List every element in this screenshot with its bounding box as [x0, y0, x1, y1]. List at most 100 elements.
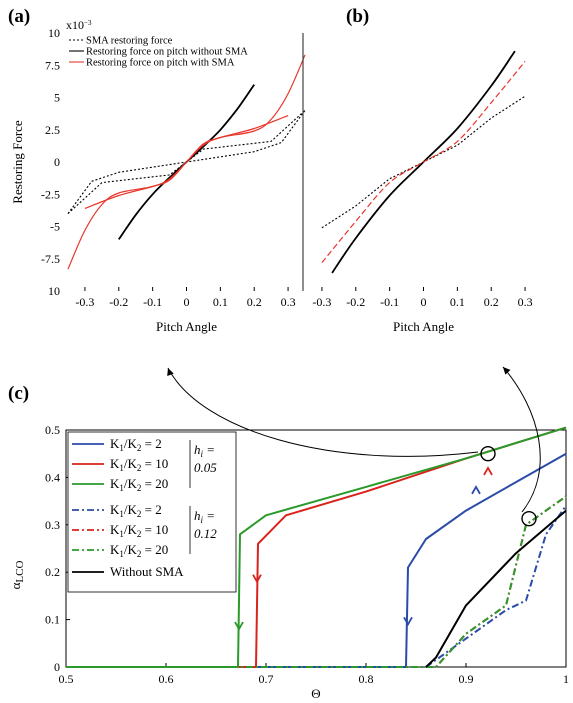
y-tick-label: 0.3: [45, 518, 60, 532]
x-tick-label: -0.1: [380, 295, 399, 309]
highlight-circle: [480, 446, 496, 462]
legend-value: = 10: [141, 522, 168, 537]
x-tick-label: 0.6: [159, 672, 174, 686]
y-tick-label: -5: [50, 220, 60, 234]
x-tick-label: 0.9: [459, 672, 474, 686]
x-axis-label: Pitch Angle: [393, 319, 454, 334]
direction-arrowhead: [471, 485, 481, 495]
legend-box: [67, 431, 237, 593]
y-axis-label: Restoring Force: [10, 120, 25, 204]
legend-h-eq: =: [203, 442, 215, 457]
x-tick-label: 0.3: [518, 295, 533, 309]
panel-label-a: (a): [8, 6, 30, 27]
x-tick-label: -0.3: [75, 295, 94, 309]
x-tick-label: 0.1: [450, 295, 465, 309]
panel-c: (c) 0.5 0.6 0.7 0.8 0.9 1 0 0.1 0.2 0.3 0.4 0.5 ΘαLCO…: [8, 383, 569, 701]
connector-arrowhead: [503, 367, 511, 375]
y-tick-label: 10: [48, 284, 60, 298]
y-multiplier-exp: −3: [84, 19, 92, 27]
x-tick-label: 0.8: [359, 672, 374, 686]
legend-value: = 2: [141, 436, 161, 451]
panel-a: -0.3 -0.2 -0.1 0 0.1 0.2 0.3 10 7.5 5 2.5 0 -2.5 -5 -7…: [8, 6, 306, 334]
legend-sep: /K: [124, 436, 138, 451]
legend-value: = 2: [141, 502, 161, 517]
legend-h-label: hi =: [194, 508, 215, 525]
y-tick-label: 7.5: [45, 58, 60, 72]
y-tick-label: 0.1: [45, 613, 60, 627]
x-tick-label: 0.5: [59, 672, 74, 686]
legend-sub: 2: [137, 529, 142, 539]
x-tick-label: 0.3: [281, 295, 296, 309]
legend-sub: 1: [119, 529, 124, 539]
legend-h-value: 0.12: [194, 526, 217, 541]
direction-arrowhead: [234, 621, 244, 631]
x-tick-label: 0.1: [213, 295, 228, 309]
x-tick-label: 0: [421, 295, 427, 309]
legend-sub: 2: [137, 509, 142, 519]
panel-label-c: (c): [8, 383, 29, 404]
legend-sub: 2: [137, 443, 142, 453]
x-tick-label: 0: [184, 295, 190, 309]
legend-sep: /K: [124, 502, 138, 517]
x-tick-label: 0.7: [259, 672, 274, 686]
x-tick-label: -0.1: [143, 295, 162, 309]
series-line: [84, 115, 289, 210]
y-tick-label: 2.5: [45, 123, 60, 137]
legend-label: K1/K2 = 2: [110, 436, 162, 453]
y-tick-label: 0.2: [45, 565, 60, 579]
panel-b: -0.3 -0.2 -0.1 0 0.1 0.2 0.3 Pitch Angle (b): [312, 6, 532, 334]
y-axis-label-sub: LCO: [14, 561, 26, 583]
highlight-circle: [521, 510, 537, 527]
x-axis-label: Pitch Angle: [156, 319, 217, 334]
y-axis-label: αLCO: [8, 561, 26, 590]
legend-h-eq: =: [203, 508, 215, 523]
y-tick-label: 10: [48, 26, 60, 40]
x-tick-label: 0.2: [247, 295, 262, 309]
y-tick-label: 0: [54, 660, 60, 674]
y-tick-label: -7.5: [41, 252, 60, 266]
direction-arrowhead: [403, 616, 413, 627]
legend-value: = 20: [141, 476, 168, 491]
x-tick-label: -0.3: [312, 295, 331, 309]
legend-sub: 1: [119, 443, 124, 453]
y-tick-label: 0.5: [45, 423, 60, 437]
legend-h-value: 0.05: [194, 460, 217, 475]
legend-label: K1/K2 = 2: [110, 502, 162, 519]
legend-label: Restoring force on pitch with SMA: [86, 58, 235, 69]
x-tick-label: -0.2: [109, 295, 128, 309]
legend-label: K1/K2 = 10: [110, 522, 168, 539]
y-tick-label: 0: [54, 155, 60, 169]
legend-sub: 1: [119, 549, 124, 559]
legend-label: SMA restoring force: [86, 36, 173, 47]
connector-curve: [502, 366, 541, 513]
series-line: [67, 109, 306, 215]
legend-label: K1/K2 = 10: [110, 456, 168, 473]
legend-sub: 2: [137, 549, 142, 559]
legend-sep: /K: [124, 476, 138, 491]
direction-arrowhead: [483, 466, 493, 476]
x-axis-label: Θ: [311, 686, 320, 701]
legend-sep: /K: [124, 522, 138, 537]
series-line: [321, 61, 526, 264]
direction-arrowhead: [252, 574, 262, 584]
panel-label-b: (b): [346, 6, 369, 27]
legend-sub: 1: [119, 509, 124, 519]
legend-sep: /K: [124, 456, 138, 471]
legend-h-sub: i: [201, 515, 204, 525]
legend-sep: /K: [124, 542, 138, 557]
y-tick-label: 0.4: [45, 470, 60, 484]
legend-sub: 1: [119, 483, 124, 493]
legend-label: Restoring force on pitch without SMA: [86, 47, 248, 58]
legend-value: = 20: [141, 542, 168, 557]
x-tick-label: 0.2: [484, 295, 499, 309]
connector-arrows: [167, 366, 541, 513]
y-multiplier: x10−3: [66, 18, 92, 32]
legend-value: = 10: [141, 456, 168, 471]
legend-label: Without SMA: [110, 564, 184, 579]
legend-h-label: hi =: [194, 442, 215, 459]
legend-h-sub: i: [201, 449, 204, 459]
legend-label: K1/K2 = 20: [110, 476, 168, 493]
y-tick-label: 5: [54, 91, 60, 105]
series-line: [425, 509, 567, 668]
